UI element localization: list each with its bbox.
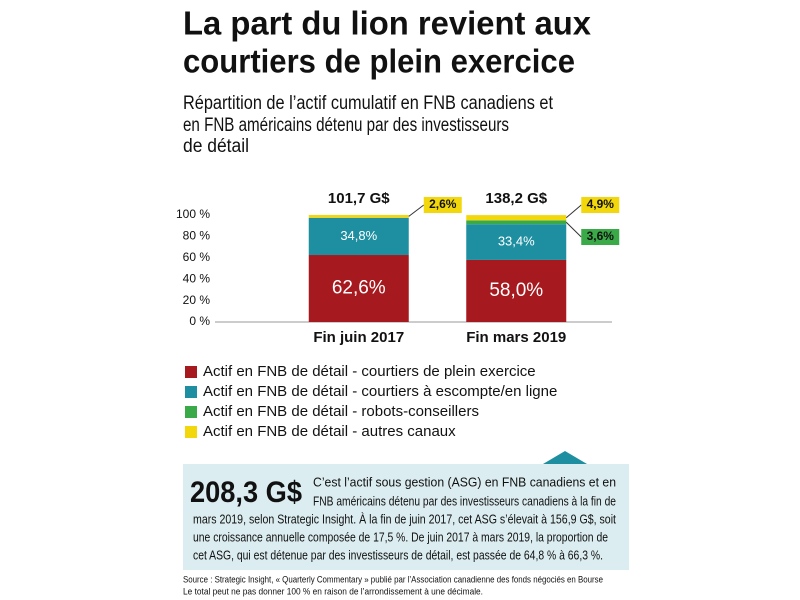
legend-swatch <box>185 366 197 378</box>
callout-box <box>183 464 629 570</box>
leader-line <box>408 204 425 217</box>
callout-text: FNB américains détenu par des investisse… <box>313 494 616 508</box>
subtitle: Répartition de l’actif cumulatif en FNB … <box>183 93 554 114</box>
x-tick-label: Fin mars 2019 <box>466 329 566 346</box>
value-label: 2,6% <box>429 197 457 211</box>
leader-line <box>565 221 582 238</box>
total-label: 138,2 G$ <box>485 190 547 207</box>
y-tick-label: 0 % <box>189 314 210 328</box>
bar-segment <box>308 217 409 256</box>
value-label: 58,0% <box>489 280 543 301</box>
bar-segment <box>308 255 409 322</box>
value-label: 3,6% <box>587 229 615 243</box>
legend-swatch <box>185 386 197 398</box>
y-tick-label: 60 % <box>183 250 211 264</box>
value-label: 4,9% <box>587 197 615 211</box>
callout-figure: 208,3 G$ <box>190 476 302 509</box>
total-label: 101,7 G$ <box>328 190 390 207</box>
callout-text: mars 2019, selon Strategic Insight. À la… <box>193 511 616 526</box>
bar-segment <box>308 215 409 218</box>
value-label: 33,4% <box>498 234 535 249</box>
x-tick-label: Fin juin 2017 <box>313 329 404 346</box>
legend-swatch <box>185 426 197 438</box>
label-box <box>423 197 462 213</box>
bar-segment <box>466 215 567 221</box>
legend-label: Actif en FNB de détail - robots-conseill… <box>203 403 479 420</box>
y-tick-label: 100 % <box>176 207 210 221</box>
callout-text: cet ASG, qui est détenue par des investi… <box>193 548 603 562</box>
subtitle: en FNB américains détenu par des investi… <box>183 115 509 136</box>
callout-arrow <box>543 451 587 464</box>
legend-label: Actif en FNB de détail - courtiers de pl… <box>203 363 536 380</box>
leader-line <box>565 204 582 219</box>
bar-segment <box>466 259 567 322</box>
legend-label: Actif en FNB de détail - courtiers à esc… <box>203 383 557 400</box>
value-label: 62,6% <box>332 278 386 299</box>
legend-swatch <box>185 406 197 418</box>
title: La part du lion revient aux <box>183 5 592 42</box>
source: Le total peut ne pas donner 100 % en rai… <box>183 586 483 596</box>
y-tick-label: 40 % <box>183 271 211 285</box>
bar-segment <box>466 224 567 260</box>
callout-text: C’est l’actif sous gestion (ASG) en FNB … <box>313 475 616 489</box>
value-label: 34,8% <box>340 228 377 243</box>
legend-label: Actif en FNB de détail - autres canaux <box>203 423 456 440</box>
label-box <box>581 229 620 245</box>
source: Source : Strategic Insight, « Quarterly … <box>183 574 603 584</box>
bar-segment <box>466 220 567 225</box>
callout-text: une croissance annuelle composée de 17,5… <box>193 530 608 544</box>
title: courtiers de plein exercice <box>183 43 575 80</box>
y-tick-label: 80 % <box>183 229 211 243</box>
subtitle: de détail <box>183 136 249 157</box>
y-tick-label: 20 % <box>183 293 211 307</box>
label-box <box>581 197 620 213</box>
